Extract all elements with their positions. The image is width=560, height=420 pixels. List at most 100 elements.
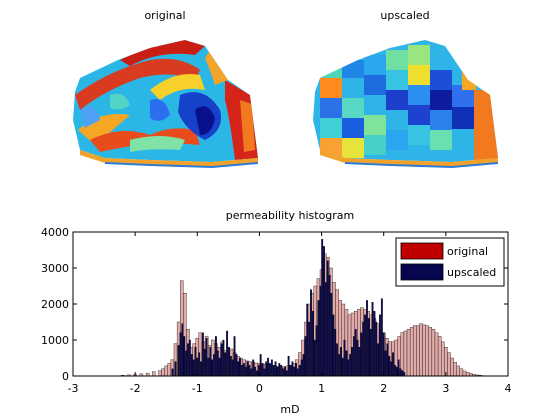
upscaled-bar-76 xyxy=(315,325,318,377)
legend-swatch-upscaled xyxy=(400,263,444,281)
upscaled-bar-102 xyxy=(364,314,366,377)
upscaled-bar-10 xyxy=(192,359,195,377)
upscaled-bar-79 xyxy=(321,239,324,377)
upscaled-bar-21 xyxy=(213,354,215,377)
upscaled-bar-80 xyxy=(323,246,325,377)
upscaled-bar-120 xyxy=(397,359,400,377)
original-bar-89 xyxy=(416,325,420,377)
upscaled-bar-36 xyxy=(241,365,243,377)
x-tick-label-4: 1 xyxy=(318,382,325,395)
upscaled-bar-65 xyxy=(295,363,298,377)
upscaled-bar-47 xyxy=(261,363,264,377)
original-bar-99 xyxy=(447,352,451,377)
original-bar-87 xyxy=(409,327,414,377)
upscaled-bar-86 xyxy=(334,329,337,377)
upscaled-bar-5 xyxy=(183,336,186,377)
legend-swatch-original xyxy=(400,242,444,260)
original-bar-91 xyxy=(422,324,426,377)
upscaled-bar-109 xyxy=(377,343,380,377)
upscaled-bar-118 xyxy=(393,365,396,377)
upscaled-bars xyxy=(171,239,406,377)
upscaled-bar-82 xyxy=(326,260,329,377)
upscaled-bar-94 xyxy=(349,354,352,377)
original-bar-98 xyxy=(444,347,448,377)
x-tick-label-7: 4 xyxy=(505,382,512,395)
upscaled-bar-46 xyxy=(259,354,262,377)
upscaled-bar-87 xyxy=(336,343,339,377)
x-tick-label-0: -3 xyxy=(68,382,79,395)
original-permeability-field xyxy=(73,40,258,168)
upscaled-bar-38 xyxy=(244,366,247,377)
upscaled-bar-110 xyxy=(379,314,381,377)
upscaled-bar-25 xyxy=(220,343,223,377)
upscaled-bar-33 xyxy=(235,354,238,377)
upscaled-bar-52 xyxy=(270,359,273,377)
upscaled-bar-39 xyxy=(246,361,249,377)
original-bar-93 xyxy=(428,327,433,377)
upscaled-bar-20 xyxy=(211,359,214,377)
upscaled-bar-9 xyxy=(190,354,193,377)
left-panel-title: original xyxy=(144,9,185,22)
upscaled-bar-55 xyxy=(276,366,279,377)
upscaled-bar-13 xyxy=(198,352,201,377)
upscaled-bar-43 xyxy=(254,366,256,377)
upscaled-bar-26 xyxy=(222,339,225,377)
upscaled-bar-23 xyxy=(216,350,219,377)
original-bar-96 xyxy=(437,336,442,377)
upscaled-bar-48 xyxy=(263,368,266,377)
upscaled-bar-117 xyxy=(392,352,394,377)
upscaled-bar-91 xyxy=(343,339,346,377)
upscaled-bar-77 xyxy=(317,300,320,377)
upscaled-bar-18 xyxy=(207,357,210,377)
original-bar-100 xyxy=(450,357,454,377)
upscaled-bar-113 xyxy=(384,350,387,377)
upscaled-bar-95 xyxy=(351,347,353,377)
upscaled-bar-85 xyxy=(332,314,335,377)
histogram-title: permeability histogram xyxy=(226,209,355,222)
upscaled-bar-88 xyxy=(338,354,340,377)
right-panel-title: upscaled xyxy=(380,9,429,22)
upscaled-bar-67 xyxy=(298,365,301,377)
upscaled-bar-14 xyxy=(200,361,202,377)
y-axis-ticks: 0 1000 2000 3000 4000 xyxy=(41,226,508,383)
upscaled-bar-37 xyxy=(242,363,245,377)
upscaled-bar-4 xyxy=(181,323,184,377)
upscaled-bar-50 xyxy=(267,357,270,377)
y-tick-label-0: 0 xyxy=(62,370,69,383)
upscaled-bar-17 xyxy=(205,338,208,377)
upscaled-bar-66 xyxy=(297,368,299,377)
original-bar-92 xyxy=(425,325,429,377)
upscaled-bar-35 xyxy=(239,357,242,377)
original-bar-95 xyxy=(434,332,439,377)
upscaled-bar-53 xyxy=(272,365,275,377)
original-bar-104 xyxy=(462,370,467,377)
x-axis-ticks: -3 -2 -1 0 1 2 3 4 xyxy=(68,232,512,395)
upscaled-bar-93 xyxy=(347,359,350,377)
upscaled-bar-41 xyxy=(250,368,253,377)
y-tick-label-1: 1000 xyxy=(41,334,69,347)
upscaled-bar-34 xyxy=(237,361,240,377)
legend: original upscaled xyxy=(395,237,505,287)
upscaled-bar-75 xyxy=(313,339,316,377)
upscaled-bar-59 xyxy=(283,366,286,377)
upscaled-bar-22 xyxy=(215,336,217,377)
upscaled-bar-29 xyxy=(228,347,230,377)
upscaled-bar-3 xyxy=(179,332,182,377)
x-tick-label-5: 2 xyxy=(380,382,387,395)
upscaled-bar-89 xyxy=(339,347,342,377)
upscaled-bar-104 xyxy=(367,318,370,377)
upscaled-bar-112 xyxy=(382,332,385,377)
upscaled-bar-27 xyxy=(224,352,227,377)
upscaled-bar-60 xyxy=(285,370,288,377)
upscaled-bar-70 xyxy=(304,336,307,377)
upscaled-bar-63 xyxy=(291,361,294,377)
upscaled-bar-15 xyxy=(201,332,204,377)
upscaled-bar-64 xyxy=(293,366,296,377)
histogram-plot: -3 -2 -1 0 1 2 3 4 0 1000 2000 3000 4000 mD origina… xyxy=(41,226,512,416)
upscaled-bar-0 xyxy=(171,368,174,377)
upscaled-bar-98 xyxy=(356,339,359,377)
original-bar-97 xyxy=(441,341,445,377)
y-tick-label-2: 2000 xyxy=(41,298,69,311)
x-tick-label-1: -2 xyxy=(130,382,141,395)
upscaled-bar-121 xyxy=(399,368,402,377)
